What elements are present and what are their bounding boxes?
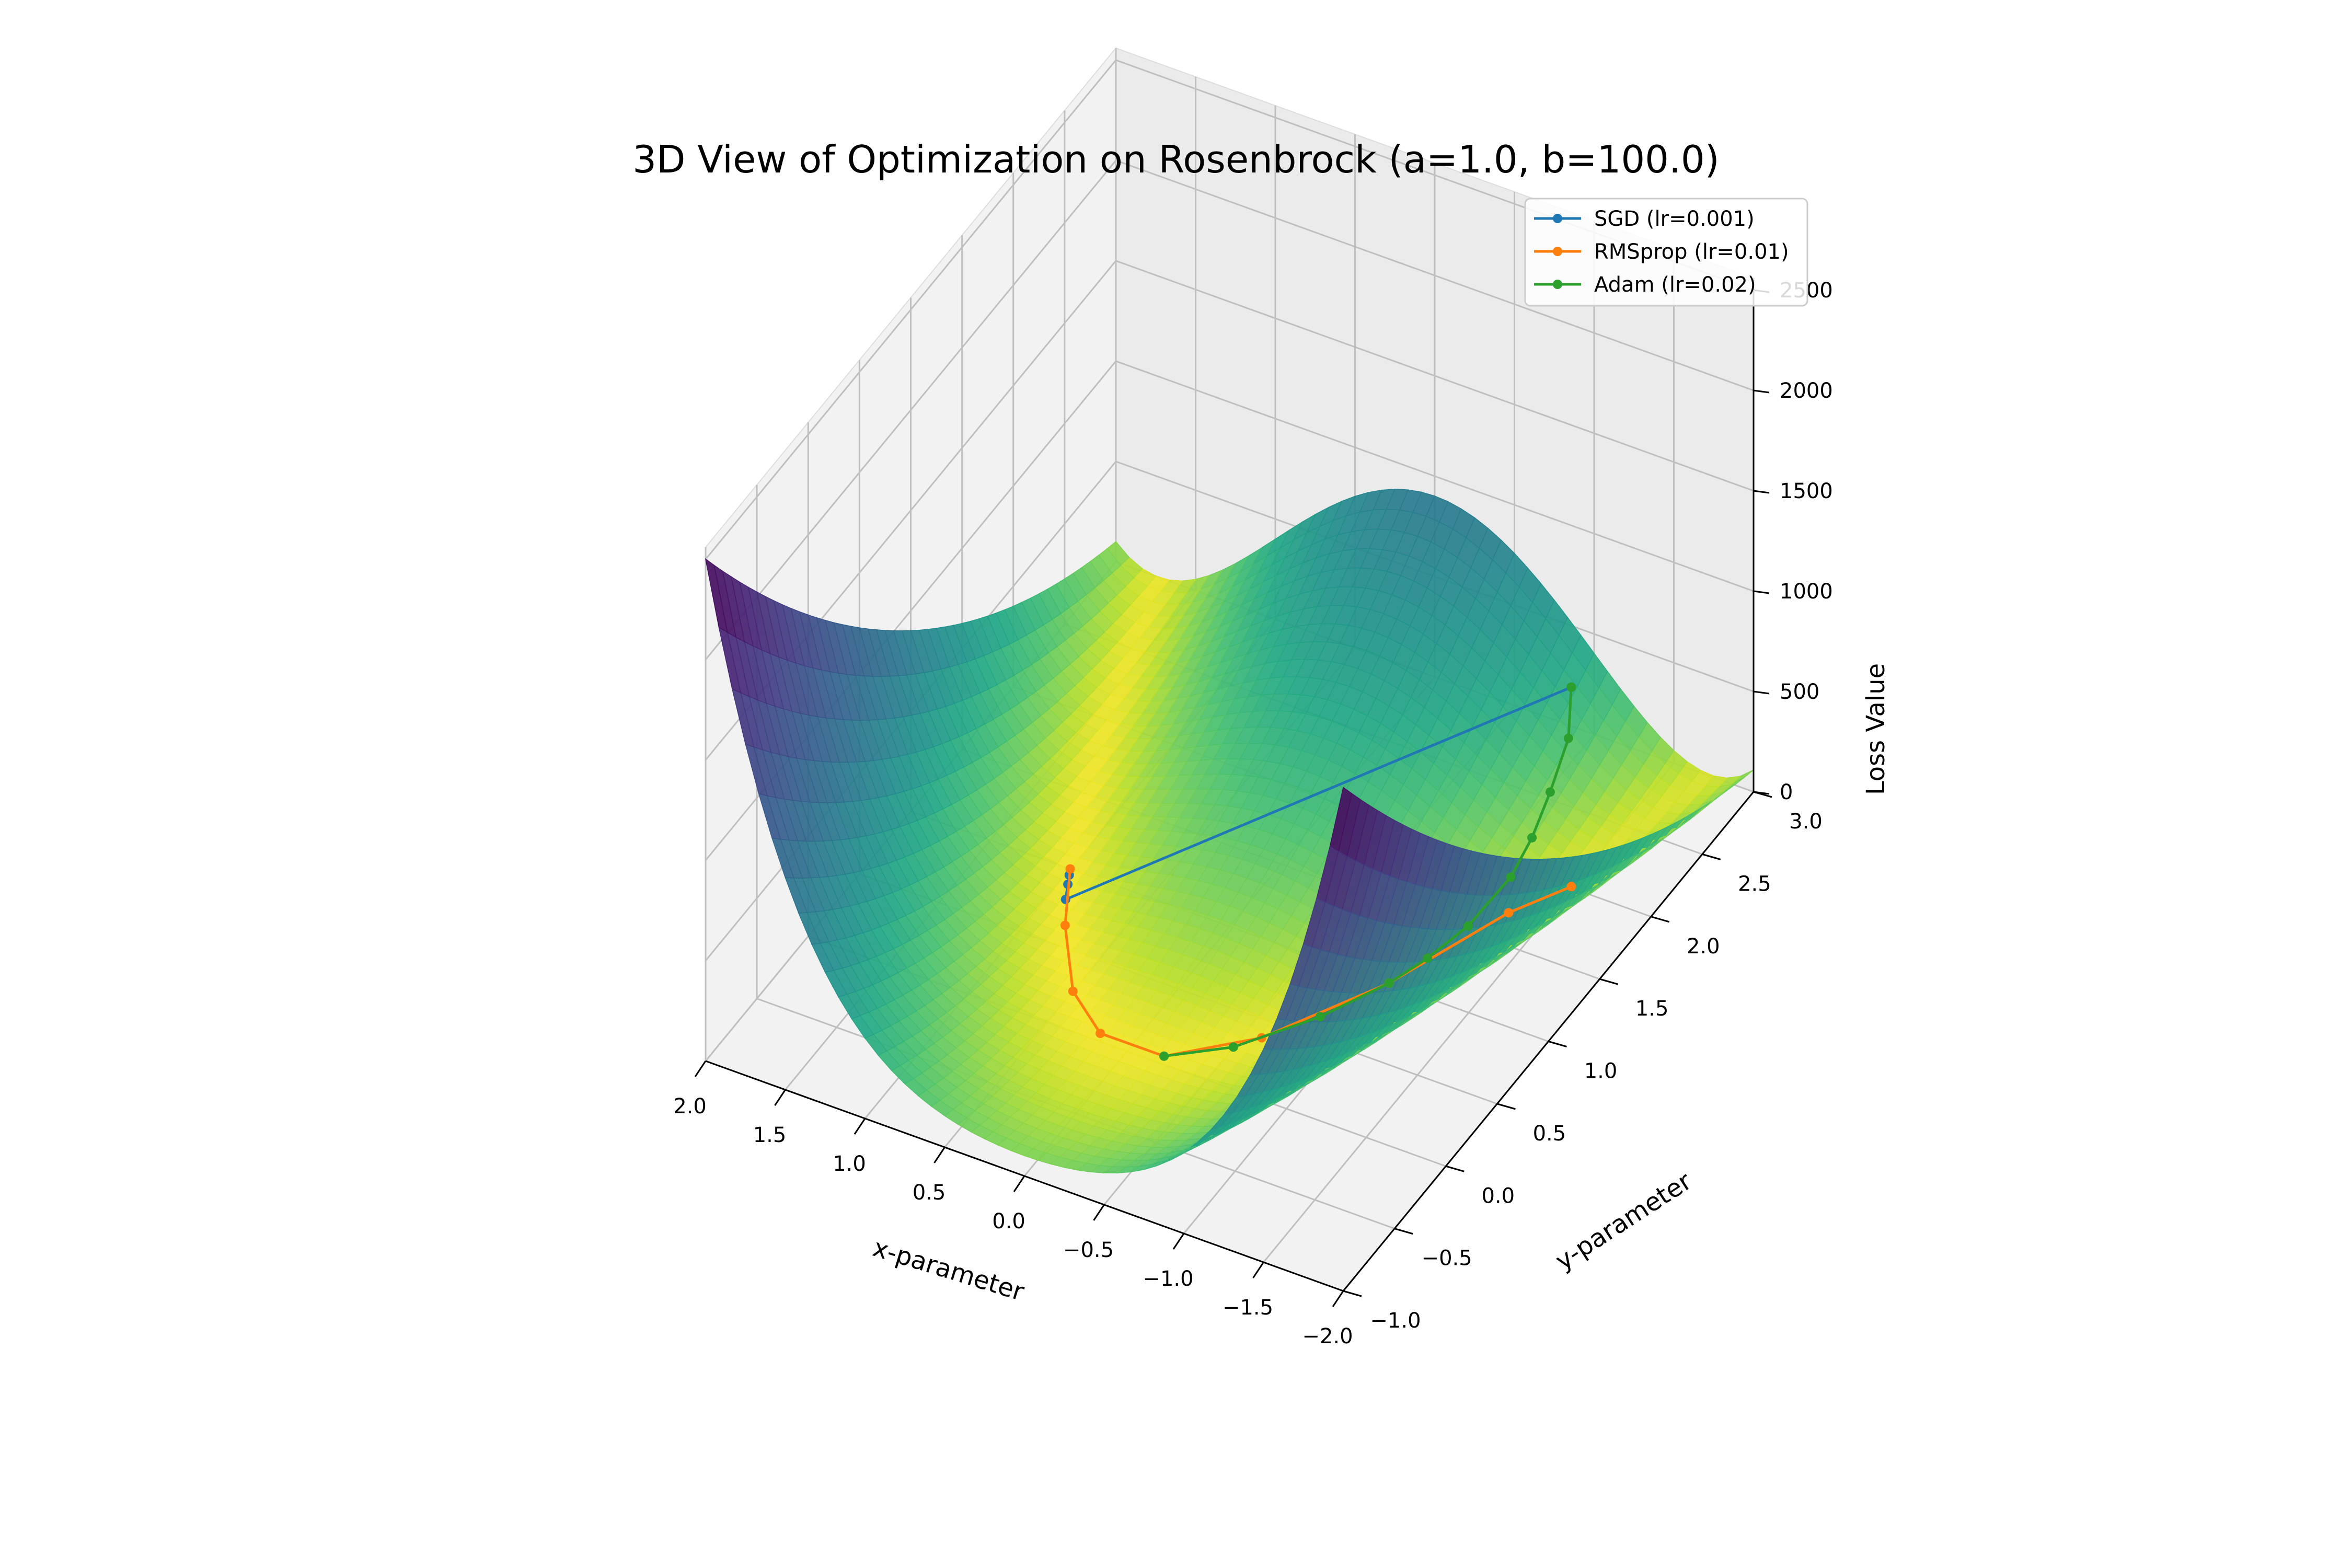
- y-axis-label: y-parameter: [1550, 1167, 1697, 1276]
- legend-entry-1: RMSprop (lr=0.01): [1534, 240, 1789, 264]
- y-tick-label: −1.0: [1370, 1309, 1421, 1333]
- x-tick: [1332, 1290, 1344, 1307]
- x-tick-label: −0.5: [1063, 1238, 1114, 1262]
- y-tick-label: 2.5: [1738, 872, 1771, 896]
- z-grid-left: [705, 160, 1117, 660]
- x-tick-label: −1.5: [1223, 1296, 1273, 1320]
- y-tick: [1548, 1041, 1567, 1047]
- series-point: [1384, 978, 1394, 988]
- y-tick-label: 2.0: [1687, 935, 1720, 959]
- x-tick: [1252, 1262, 1264, 1278]
- y-tick-label: −0.5: [1422, 1247, 1472, 1271]
- y-tick: [1445, 1165, 1465, 1172]
- legend-entry-0: SGD (lr=0.001): [1534, 207, 1755, 231]
- z-tick: [1753, 791, 1770, 795]
- series-point: [1563, 733, 1573, 743]
- x-tick-label: 1.0: [833, 1152, 866, 1176]
- series-point: [1545, 787, 1555, 797]
- legend-swatch-marker: [1553, 247, 1562, 256]
- series-point: [1159, 1051, 1169, 1061]
- series-point: [1096, 1029, 1105, 1039]
- x-tick: [1172, 1233, 1185, 1250]
- series-point: [1060, 920, 1070, 930]
- x-tick-label: −2.0: [1302, 1324, 1353, 1348]
- legend-label: Adam (lr=0.02): [1594, 273, 1756, 297]
- z-tick-label: 1000: [1780, 580, 1833, 604]
- series-point: [1506, 872, 1516, 882]
- y-tick-label: 1.5: [1635, 997, 1669, 1021]
- z-tick-label: 0: [1780, 780, 1793, 804]
- z-tick: [1753, 590, 1770, 594]
- series-point: [1566, 882, 1576, 892]
- z-grid-right: [1115, 159, 1754, 391]
- legend: SGD (lr=0.001) RMSprop (lr=0.01) Adam (lr=…: [1524, 198, 1808, 307]
- optimizer-paths: [1060, 682, 1576, 1061]
- series-point: [1423, 953, 1433, 963]
- y-tick: [1651, 916, 1670, 923]
- z-axis-label: Loss Value: [1861, 663, 1890, 795]
- series-point: [1463, 921, 1473, 931]
- series-point: [1315, 1012, 1325, 1022]
- y-tick-label: 1.0: [1584, 1059, 1618, 1083]
- x-tick-label: 0.5: [913, 1181, 946, 1205]
- z-tick: [1753, 690, 1770, 695]
- z-tick: [1753, 389, 1770, 394]
- y-tick: [1496, 1103, 1516, 1110]
- x-tick: [694, 1060, 707, 1077]
- x-tick: [1013, 1175, 1025, 1192]
- x-axis-label: x-parameter: [869, 1233, 1028, 1307]
- series-point: [1065, 864, 1075, 874]
- y-tick-label: 0.5: [1533, 1122, 1566, 1146]
- series-point: [1504, 908, 1514, 918]
- x-tick-label: 0.0: [992, 1209, 1025, 1233]
- z-tick-label: 500: [1780, 680, 1819, 704]
- x-tick: [933, 1147, 946, 1163]
- y-tick: [1702, 853, 1721, 860]
- series-point: [1566, 682, 1576, 692]
- x-tick-label: 1.5: [753, 1123, 787, 1147]
- legend-swatch-marker: [1553, 214, 1562, 223]
- legend-frame: [1524, 198, 1808, 307]
- z-grid-left: [705, 60, 1117, 560]
- z-tick-label: 1500: [1780, 479, 1833, 503]
- series-point: [1068, 986, 1078, 996]
- series-point: [1228, 1042, 1238, 1052]
- y-tick: [1394, 1228, 1413, 1235]
- series-2: [1159, 682, 1576, 1061]
- y-tick: [1343, 1290, 1362, 1297]
- series-point: [1527, 833, 1537, 843]
- x-tick-label: 2.0: [673, 1094, 707, 1119]
- legend-label: SGD (lr=0.001): [1594, 207, 1755, 231]
- x-tick: [1093, 1204, 1105, 1221]
- z-grid-right: [1115, 360, 1754, 592]
- z-grid-right: [1115, 260, 1754, 492]
- surface-facet: [705, 558, 728, 633]
- z-tick: [1753, 490, 1770, 494]
- tick-labels: 2.0 1.5 1.0 0.5 0.0 −0.5 −1.0 −1.5 −2.0 −1.0 −0.5 0…: [673, 279, 1833, 1348]
- y-tick-label: 0.0: [1481, 1184, 1515, 1208]
- legend-entry-2: Adam (lr=0.02): [1534, 273, 1756, 297]
- legend-swatch-marker: [1553, 280, 1562, 289]
- y-tick-label: 3.0: [1789, 810, 1823, 834]
- x-tick: [854, 1118, 866, 1135]
- x-tick-label: −1.0: [1143, 1267, 1193, 1291]
- x-tick: [774, 1089, 786, 1106]
- legend-label: RMSprop (lr=0.01): [1594, 240, 1789, 264]
- chart-title: 3D View of Optimization on Rosenbrock (a…: [632, 137, 1720, 181]
- z-tick-label: 2000: [1780, 379, 1833, 403]
- y-tick: [1599, 978, 1619, 985]
